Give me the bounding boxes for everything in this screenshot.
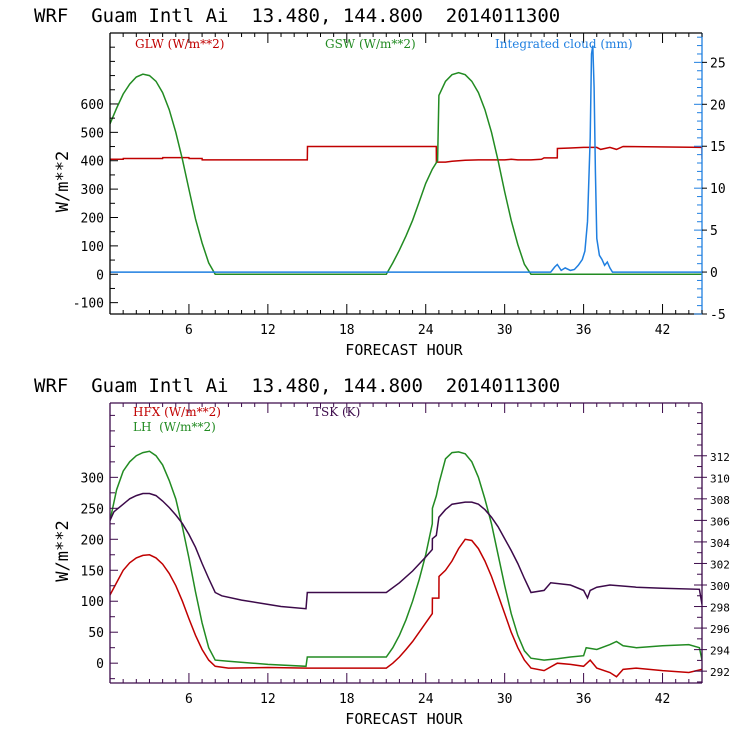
y-tick-label: 300 bbox=[81, 471, 104, 486]
x-tick-label: 24 bbox=[418, 323, 434, 338]
y2-tick-label: 5 bbox=[710, 224, 718, 239]
x-tick-label: 6 bbox=[185, 692, 193, 707]
series-line-hfx bbox=[110, 538, 702, 678]
x-tick-label: 12 bbox=[260, 692, 276, 707]
x-tick-label: 36 bbox=[576, 692, 592, 707]
x-tick-label: 42 bbox=[655, 323, 671, 338]
y-tick-label: 200 bbox=[81, 211, 104, 226]
x-axis-label: FORECAST HOUR bbox=[345, 710, 463, 728]
y-tick-label: 0 bbox=[96, 268, 104, 283]
y2-tick-label: 306 bbox=[710, 515, 730, 528]
y-axis-label: W/m**2 bbox=[53, 520, 73, 581]
y2-tick-label: 312 bbox=[710, 451, 730, 464]
chart-title: WRF Guam Intl Ai 13.480, 144.800 2014011… bbox=[34, 5, 560, 27]
y2-tick-label: 292 bbox=[710, 666, 730, 679]
y2-tick-label: 0 bbox=[710, 266, 718, 281]
series-line-gsw bbox=[110, 71, 702, 276]
legend-entry: Integrated cloud (mm) bbox=[495, 37, 633, 51]
chart-panel-1: WRF Guam Intl Ai 13.480, 144.800 2014011… bbox=[34, 5, 726, 359]
y-tick-label: 150 bbox=[81, 564, 104, 579]
x-tick-label: 42 bbox=[655, 692, 671, 707]
x-tick-label: 6 bbox=[185, 323, 193, 338]
x-tick-label: 30 bbox=[497, 692, 513, 707]
x-tick-label: 18 bbox=[339, 692, 355, 707]
legend-entry: HFX (W/m**2) bbox=[133, 405, 221, 419]
y2-tick-label: 25 bbox=[710, 56, 726, 71]
x-tick-label: 18 bbox=[339, 323, 355, 338]
y-tick-label: 600 bbox=[81, 98, 104, 113]
y-tick-label: 500 bbox=[81, 126, 104, 141]
legend-entry: LH (W/m**2) bbox=[133, 420, 216, 434]
y-tick-label: -100 bbox=[73, 297, 104, 312]
y-tick-label: 100 bbox=[81, 240, 104, 255]
x-tick-label: 12 bbox=[260, 323, 276, 338]
y-axis-label: W/m**2 bbox=[53, 151, 73, 212]
y-tick-label: 0 bbox=[96, 657, 104, 672]
legend-entry: TSK (K) bbox=[313, 405, 360, 419]
series-line-lh bbox=[110, 450, 702, 668]
x-tick-label: 36 bbox=[576, 323, 592, 338]
y-tick-label: 300 bbox=[81, 183, 104, 198]
series-line-tsk bbox=[110, 492, 702, 610]
series-line-glw bbox=[110, 145, 702, 163]
y-tick-label: 200 bbox=[81, 533, 104, 548]
y2-tick-label: 300 bbox=[710, 580, 730, 593]
y2-tick-label: 310 bbox=[710, 472, 730, 485]
y2-tick-label: 15 bbox=[710, 140, 726, 155]
y2-tick-label: 308 bbox=[710, 494, 730, 507]
y-tick-label: 400 bbox=[81, 155, 104, 170]
chart-panel-2: WRF Guam Intl Ai 13.480, 144.800 2014011… bbox=[34, 375, 730, 728]
x-tick-label: 24 bbox=[418, 692, 434, 707]
series-line-integrated bbox=[110, 45, 702, 273]
y-tick-label: 50 bbox=[88, 626, 104, 641]
legend-entry: GSW (W/m**2) bbox=[325, 37, 416, 51]
y2-tick-label: 20 bbox=[710, 98, 726, 113]
y-tick-label: 100 bbox=[81, 595, 104, 610]
y2-tick-label: 294 bbox=[710, 645, 730, 658]
legend-entry: GLW (W/m**2) bbox=[135, 37, 224, 51]
x-axis-label: FORECAST HOUR bbox=[345, 341, 463, 359]
x-tick-label: 30 bbox=[497, 323, 513, 338]
y2-tick-label: -5 bbox=[710, 308, 726, 323]
y2-tick-label: 298 bbox=[710, 602, 730, 615]
y-tick-label: 250 bbox=[81, 502, 104, 517]
y2-tick-label: 302 bbox=[710, 558, 730, 571]
y2-tick-label: 304 bbox=[710, 537, 730, 550]
y2-tick-label: 296 bbox=[710, 623, 730, 636]
y2-tick-label: 10 bbox=[710, 182, 726, 197]
chart-title: WRF Guam Intl Ai 13.480, 144.800 2014011… bbox=[34, 375, 560, 397]
